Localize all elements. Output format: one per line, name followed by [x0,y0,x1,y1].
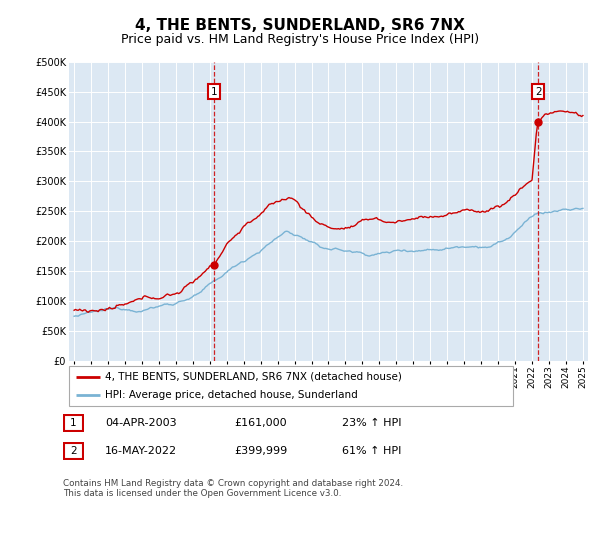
Text: 1: 1 [70,418,77,428]
Text: 1: 1 [211,87,218,96]
Text: 23% ↑ HPI: 23% ↑ HPI [342,418,401,428]
Text: 4, THE BENTS, SUNDERLAND, SR6 7NX: 4, THE BENTS, SUNDERLAND, SR6 7NX [135,18,465,32]
Text: Contains HM Land Registry data © Crown copyright and database right 2024.
This d: Contains HM Land Registry data © Crown c… [63,479,403,498]
Text: £399,999: £399,999 [234,446,287,456]
Text: Price paid vs. HM Land Registry's House Price Index (HPI): Price paid vs. HM Land Registry's House … [121,32,479,46]
Text: £161,000: £161,000 [234,418,287,428]
Text: 4, THE BENTS, SUNDERLAND, SR6 7NX (detached house): 4, THE BENTS, SUNDERLAND, SR6 7NX (detac… [106,372,402,381]
Text: 2: 2 [535,87,542,96]
Text: HPI: Average price, detached house, Sunderland: HPI: Average price, detached house, Sund… [106,390,358,400]
Text: 16-MAY-2022: 16-MAY-2022 [105,446,177,456]
Text: 2: 2 [70,446,77,456]
Text: 61% ↑ HPI: 61% ↑ HPI [342,446,401,456]
Text: 04-APR-2003: 04-APR-2003 [105,418,176,428]
